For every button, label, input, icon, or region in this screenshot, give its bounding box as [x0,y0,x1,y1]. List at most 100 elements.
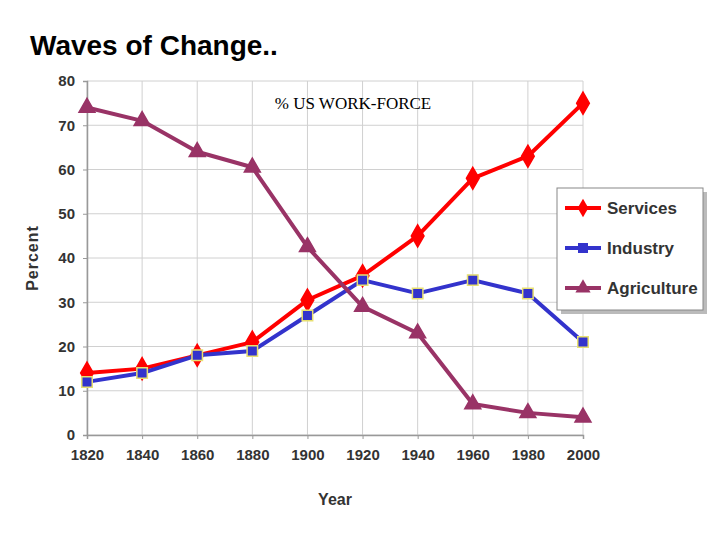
tick-mark [473,435,474,439]
tick: 1900 [291,435,324,463]
marker [134,112,150,126]
tick-mark [528,435,529,439]
grid-line [87,213,583,214]
tick: 80 [58,72,87,89]
marker [578,337,588,347]
marker [468,275,478,285]
tick-mark [418,435,419,439]
tick: 2000 [567,435,600,463]
tick-mark [363,435,364,439]
grid [87,81,583,435]
tick-label: 1820 [71,446,104,463]
tick-mark [83,347,87,348]
marker [82,377,92,387]
tick: 30 [58,294,87,311]
axis-line [88,436,584,440]
marker [137,368,147,378]
tick: 1940 [401,435,434,463]
tick-label: 80 [58,72,75,89]
x-axis: 1820 1840 1860 1880 1900 1920 1940 1960 1980 2000 [71,435,600,463]
tick: 70 [58,117,87,134]
tick-label: 20 [58,338,75,355]
tick: 50 [58,205,87,222]
legend-swatch-marker [578,199,589,218]
legend-swatch-marker [578,243,588,253]
x-axis-title: Year [318,491,352,508]
legend-item: Services [565,199,677,218]
series-line [87,280,583,382]
marker [247,346,257,356]
tick-label: 1960 [457,446,490,463]
marker [520,404,536,418]
plot-marks [79,92,591,422]
tick-mark [83,170,87,171]
grid-line [87,390,583,391]
marker [577,92,590,114]
tick: 1980 [512,435,545,463]
grid-line [87,169,583,170]
tick-label: 1860 [181,446,214,463]
legend-label: Industry [607,239,675,258]
tick: 1860 [181,435,214,463]
legend: Services Industry Agriculture [557,188,707,314]
grid-line [87,346,583,347]
tick-mark [83,302,87,303]
tick-mark [83,435,87,436]
series-line [87,103,583,373]
tick-mark [142,435,143,439]
tick-label: 70 [58,117,75,134]
legend-item: Industry [565,239,675,258]
legend-label: Agriculture [607,279,698,298]
grid-line [87,125,583,126]
legend-swatch-marker [575,279,590,292]
tick-label: 1980 [512,446,545,463]
tick: 60 [58,161,87,178]
tick-mark [583,435,584,439]
marker [523,288,533,298]
marker [575,408,591,422]
marker [244,158,260,172]
marker [355,297,371,311]
marker [522,145,535,167]
tick-label: 1880 [236,446,269,463]
tick: 1820 [71,435,104,463]
marker [356,265,369,287]
marker [192,350,202,360]
tick-label: 60 [58,161,75,178]
tick-mark [87,435,88,439]
tick: 1960 [457,435,490,463]
marker [191,344,204,366]
marker [189,143,205,157]
y-axis-title: Percent [24,225,41,291]
tick-mark [307,435,308,439]
marker [136,358,149,380]
grid-line [87,302,583,303]
series-line [87,108,583,418]
tick: 0 [67,426,87,443]
marker [302,310,312,320]
legend-label: Services [607,199,677,218]
tick-label: 1840 [126,446,159,463]
tick-label: 10 [58,382,75,399]
tick-mark [83,391,87,392]
tick-mark [83,81,87,82]
marker [466,167,479,189]
tick: 1920 [346,435,379,463]
marker [411,225,424,247]
tick-label: 50 [58,205,75,222]
tick-label: 30 [58,294,75,311]
marker [410,324,426,338]
legend-box [557,188,703,310]
tick: 1840 [126,435,159,463]
tick-label: 2000 [567,446,600,463]
tick-label: 0 [67,426,75,443]
title: Waves of Change.. [30,30,278,61]
tick-label: 1900 [291,446,324,463]
marker [79,98,95,112]
tick-mark [83,214,87,215]
legend-item: Agriculture [565,279,698,298]
tick: 1880 [236,435,269,463]
tick-mark [252,435,253,439]
grid-line [87,81,583,82]
tick-label: 1920 [346,446,379,463]
